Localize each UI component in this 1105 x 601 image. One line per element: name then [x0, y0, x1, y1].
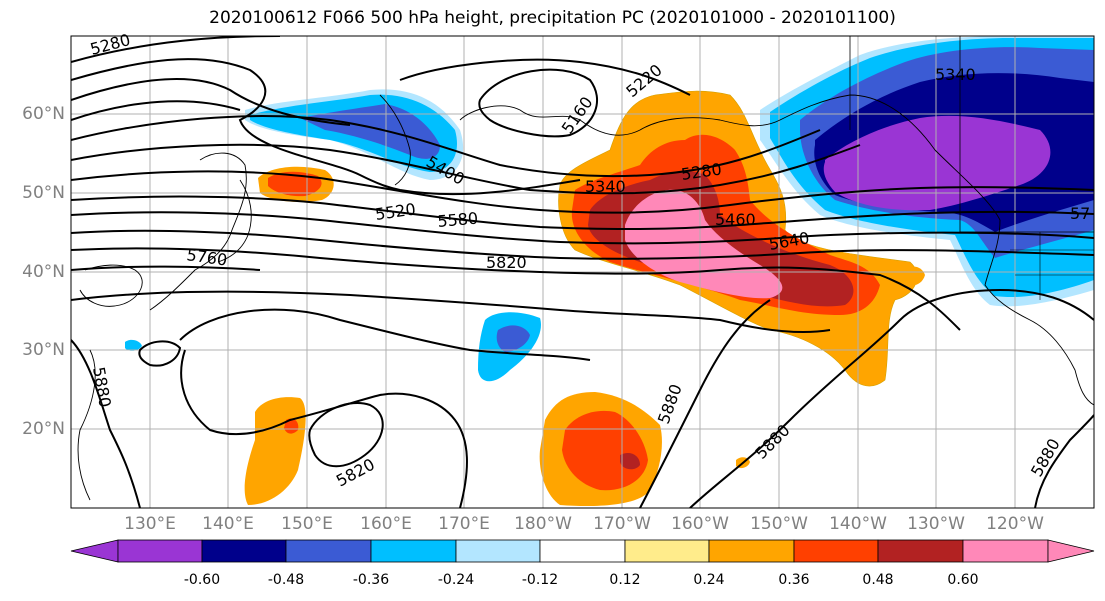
colorbar-tick-label: -0.36	[352, 572, 390, 588]
contour-label: 5340	[585, 177, 626, 196]
colorbar	[70, 539, 1095, 563]
precip-area-darkred-south	[620, 453, 640, 470]
precip-area-blue-mid	[496, 325, 530, 352]
colorbar-tick-label: 0.48	[862, 572, 894, 588]
lon-label: 140°W	[829, 514, 887, 534]
height-contours	[71, 36, 1094, 508]
precip-area-blue-nw	[300, 104, 440, 159]
colorbar-segment	[201, 539, 287, 563]
lon-label: 160°E	[360, 514, 412, 534]
colorbar-extend-low	[70, 539, 119, 563]
lon-label: 170°E	[438, 514, 490, 534]
precip-shading	[125, 36, 1094, 507]
lat-label: 60°N	[22, 104, 65, 124]
colorbar-segment	[285, 539, 372, 563]
lon-label: 150°W	[750, 514, 808, 534]
contour-label: 5340	[935, 65, 976, 84]
colorbar-segment	[117, 539, 203, 563]
precip-area-red-south	[562, 410, 648, 491]
lat-label: 50°N	[22, 183, 65, 203]
lon-label: 150°E	[281, 514, 333, 534]
contour-label: 5820	[486, 253, 527, 272]
lon-label: 140°E	[202, 514, 254, 534]
colorbar-tick-label: -0.60	[183, 572, 221, 588]
contour-label: 5580	[437, 209, 479, 231]
colorbar-segment	[708, 539, 795, 563]
lon-label: 130°W	[907, 514, 965, 534]
contour-label: 5460	[715, 210, 756, 229]
lat-label: 30°N	[22, 340, 65, 360]
colorbar-tick-label: -0.12	[521, 572, 559, 588]
colorbar-tick-label: 0.12	[609, 572, 641, 588]
contour-label: 57	[1070, 204, 1090, 223]
colorbar-tick-label: 0.60	[947, 572, 979, 588]
colorbar-segment	[455, 539, 541, 563]
colorbar-segment	[962, 539, 1049, 563]
colorbar-tick-label: 0.24	[693, 572, 725, 588]
colorbar-segment	[624, 539, 710, 563]
lon-label: 160°W	[671, 514, 729, 534]
colorbar-segment	[793, 539, 879, 563]
lon-label: 120°W	[986, 514, 1044, 534]
precip-area-red-japan	[268, 171, 322, 197]
colorbar-tick-label: 0.36	[778, 572, 810, 588]
lat-label: 20°N	[22, 419, 65, 439]
lon-label: 180°W	[514, 514, 572, 534]
lon-label: 170°W	[593, 514, 651, 534]
precip-area-pink-central	[625, 189, 783, 299]
colorbar-extend-high	[1047, 539, 1095, 563]
precip-area-cyan-small	[125, 339, 142, 351]
lon-label: 130°E	[124, 514, 176, 534]
colorbar-tick-label: -0.48	[267, 572, 305, 588]
colorbar-segment	[539, 539, 626, 563]
colorbar-segment	[370, 539, 457, 563]
colorbar-segment	[877, 539, 964, 563]
lat-label: 40°N	[22, 262, 65, 282]
precip-area-orange-dot2	[905, 266, 925, 286]
map-title: 2020100612 F066 500 hPa height, precipit…	[209, 8, 896, 28]
map-frame	[70, 35, 1095, 509]
colorbar-tick-label: -0.24	[437, 572, 475, 588]
